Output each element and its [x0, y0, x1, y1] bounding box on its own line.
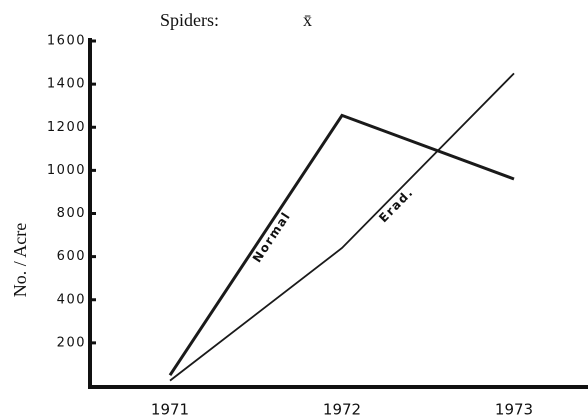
series-label: Erad. — [376, 185, 416, 225]
y-tick-label: 1000 — [47, 163, 86, 178]
series-label: Normal — [250, 209, 294, 265]
chart-title: Spiders: — [160, 10, 219, 30]
x-tick-label: 1973 — [495, 401, 533, 419]
y-tick-label: 1600 — [47, 34, 86, 49]
series-line — [169, 72, 515, 382]
y-tick-label: 400 — [57, 292, 86, 307]
x-tick-label: 1972 — [323, 401, 361, 419]
y-tick-label: 1400 — [47, 77, 86, 92]
y-tick-label: 600 — [57, 249, 86, 264]
chart-subtitle: x̄ — [303, 10, 312, 30]
y-tick-label: 200 — [57, 335, 86, 350]
y-tick-label: 1200 — [47, 120, 86, 135]
x-tick-label: 1971 — [151, 401, 189, 419]
y-tick-label: 800 — [57, 206, 86, 221]
series-line — [168, 113, 515, 377]
y-axis-label: No. / Acre — [10, 223, 30, 297]
